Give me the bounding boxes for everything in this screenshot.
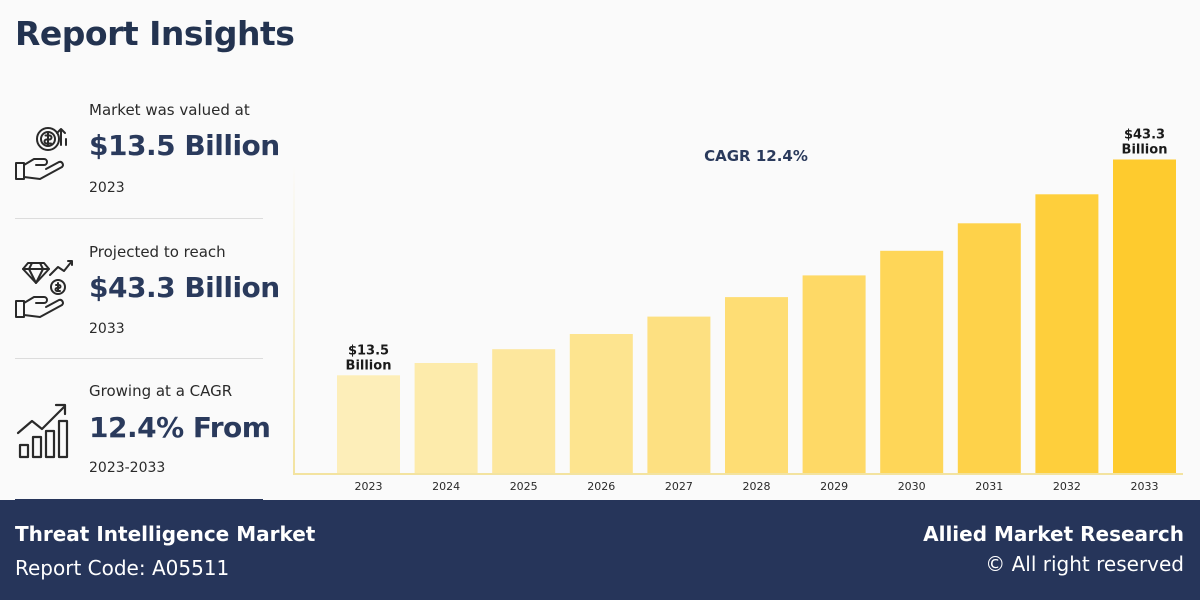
data-label: Billion <box>1122 143 1168 158</box>
bar-2027 <box>647 316 711 473</box>
stat-year: 2023 <box>89 180 125 196</box>
chart-title: CAGR 12.4% <box>704 147 808 165</box>
bar-2024 <box>414 363 478 473</box>
bar-2032 <box>1035 194 1099 474</box>
x-tick-label: 2030 <box>898 480 926 493</box>
bar-2029 <box>802 275 866 473</box>
x-tick-label: 2027 <box>665 480 693 493</box>
brand-name: Allied Market Research <box>923 522 1184 546</box>
data-label: Billion <box>346 358 392 373</box>
bar-2031 <box>957 223 1021 474</box>
bar-chart: CAGR 12.4% 2023 2024 2025 2026 2027 2028 2029 2… <box>293 128 1183 493</box>
bar-2025 <box>492 349 556 473</box>
x-tick-label: 2033 <box>1131 480 1159 493</box>
stat-year: 2023-2033 <box>89 460 166 476</box>
money-hand-icon <box>15 127 67 180</box>
diamond-hand-icon <box>15 260 73 318</box>
x-tick-label: 2032 <box>1053 480 1081 493</box>
x-tick-label: 2028 <box>743 480 771 493</box>
x-tick-label: 2026 <box>587 480 615 493</box>
stat-year: 2033 <box>89 321 125 337</box>
x-axis-line <box>293 473 1183 475</box>
divider <box>15 218 263 219</box>
stat-projected-value: Projected to reach $43.3 Billion 2033 <box>0 237 290 367</box>
bar-2033 <box>1113 159 1176 473</box>
copyright: © All right reserved <box>985 552 1184 576</box>
stat-market-value: Market was valued at $13.5 Billion 2023 <box>0 95 290 225</box>
x-tick-label: 2024 <box>432 480 460 493</box>
bar-2026 <box>569 334 633 473</box>
market-name: Threat Intelligence Market <box>15 522 316 546</box>
bar-2028 <box>725 297 788 473</box>
divider <box>15 358 263 359</box>
stat-value: $13.5 Billion <box>89 129 280 162</box>
stat-value: $43.3 Billion <box>89 271 280 304</box>
stat-label: Projected to reach <box>89 243 226 261</box>
x-tick-label: 2025 <box>510 480 538 493</box>
growth-chart-icon <box>16 403 69 459</box>
report-code: Report Code: A05511 <box>15 556 230 580</box>
y-axis-line <box>293 165 295 475</box>
bar-2030 <box>880 250 944 473</box>
stat-label: Market was valued at <box>89 101 250 119</box>
data-label: $13.5 <box>348 343 389 358</box>
bar-2023 <box>337 375 400 473</box>
data-label: $43.3 <box>1124 128 1165 143</box>
x-tick-label: 2029 <box>820 480 848 493</box>
page-title: Report Insights <box>15 14 295 53</box>
x-tick-label: 2031 <box>975 480 1003 493</box>
stat-label: Growing at a CAGR <box>89 382 233 400</box>
stat-cagr: Growing at a CAGR 12.4% From 2023-2033 <box>0 377 290 507</box>
footer: Threat Intelligence Market Report Code: … <box>0 500 1200 600</box>
stat-value: 12.4% From <box>89 411 271 444</box>
x-tick-label: 2023 <box>355 480 383 493</box>
